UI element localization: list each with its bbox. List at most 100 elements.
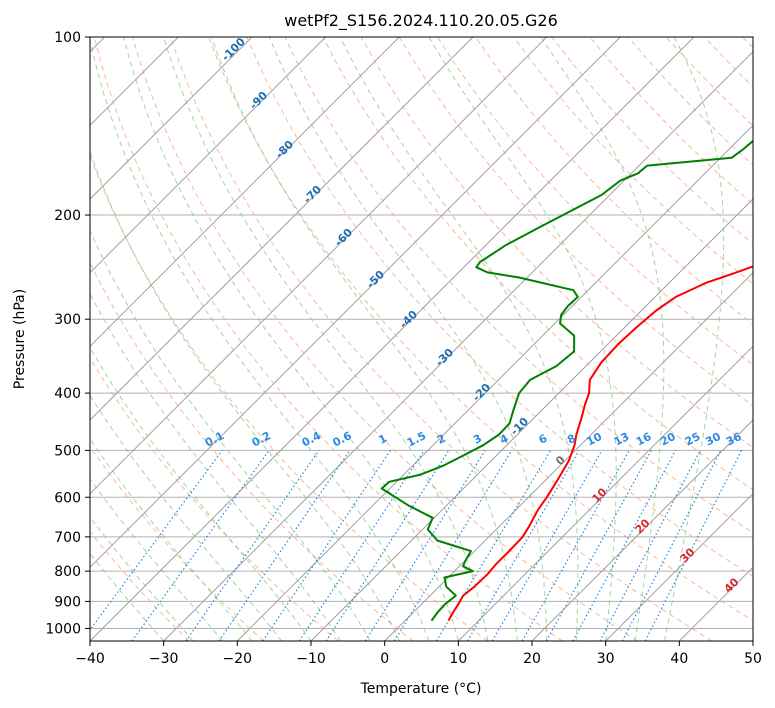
isotherm-line	[236, 124, 753, 641]
isotherm-line	[90, 37, 474, 421]
mixing-ratio-line	[491, 450, 603, 641]
moist-adiabat-line	[90, 552, 165, 641]
isotherm-line	[457, 345, 753, 641]
dry-adiabat-line	[246, 37, 753, 577]
mixing-ratio-label: 30	[703, 430, 723, 449]
moist-adiabat-line	[428, 37, 617, 641]
dry-adiabat-line	[90, 357, 339, 641]
dry-adiabat-line	[513, 37, 753, 285]
mixing-ratio-label: 16	[634, 430, 654, 449]
moist-adiabat-line	[90, 37, 430, 641]
isotherm-line	[90, 37, 327, 274]
isotherm-line	[90, 37, 548, 495]
sounding-series-line	[380, 139, 753, 622]
x-tick-label: 20	[523, 651, 541, 667]
isotherm-line	[90, 37, 253, 200]
x-tick-label: 50	[744, 651, 762, 667]
data-series	[380, 139, 753, 622]
dry-adiabat-label: -90	[247, 89, 270, 112]
moist-adiabat-line	[163, 37, 489, 641]
y-tick-label: 800	[54, 564, 81, 580]
dry-adiabat-line	[551, 37, 753, 245]
moist-adiabat-line	[90, 229, 371, 641]
dry-adiabat-line	[170, 37, 712, 641]
dry-adiabat-label: -80	[273, 138, 296, 161]
mixing-ratio-line	[599, 450, 701, 641]
isotherm-line	[605, 492, 753, 641]
mixing-ratio-label: 3	[471, 432, 484, 447]
dry-adiabat-line	[90, 261, 414, 641]
mixing-ratio-label: 20	[658, 430, 678, 449]
mixing-ratio-line	[572, 450, 677, 641]
dry-adiabat-label: 20	[633, 516, 653, 536]
moist-adiabat-line	[339, 37, 579, 641]
moist-adiabat-line	[90, 478, 223, 641]
moist-adiabat-line	[210, 37, 518, 641]
dry-adiabat-line	[90, 154, 488, 641]
dry-adiabat-label: -70	[301, 183, 324, 206]
moist-adiabat-line	[90, 516, 194, 641]
mixing-ratio-label: 2	[435, 432, 448, 447]
dry-adiabat-line	[398, 37, 753, 407]
dry-adiabat-line	[93, 37, 563, 641]
y-tick-label: 400	[54, 386, 81, 402]
mixing-ratio-line	[466, 450, 580, 641]
mixing-ratio-line	[185, 450, 320, 641]
chart-title: wetPf2_S156.2024.110.20.05.G26	[284, 11, 558, 31]
y-tick-label: 600	[54, 490, 81, 506]
isotherm-line	[752, 640, 753, 641]
dry-adiabat-line	[703, 37, 753, 88]
mixing-ratio-label: 1	[376, 432, 389, 447]
mixing-ratio-line	[393, 450, 513, 641]
x-tick-label: 0	[380, 651, 389, 667]
moist-adiabat-line	[664, 37, 725, 641]
mixing-ratio-line	[545, 450, 652, 641]
mixing-ratio-label: 25	[683, 430, 703, 449]
dry-adiabat-line	[436, 37, 753, 366]
dry-adiabat-label: -20	[470, 381, 493, 404]
x-tick-label: 40	[670, 651, 688, 667]
x-tick-label: −40	[75, 651, 105, 667]
y-tick-label: 300	[54, 312, 81, 328]
mixing-ratio-label: 0.4	[300, 429, 324, 450]
y-tick-label: 900	[54, 594, 81, 610]
isotherm-line	[90, 37, 695, 641]
moist-adiabat-line	[268, 37, 548, 641]
moist-adiabat-line	[90, 346, 312, 641]
y-axis-label: Pressure (hPa)	[12, 289, 28, 389]
moist-adiabat-line	[90, 394, 282, 641]
background-lines	[90, 37, 753, 641]
x-tick-label: −10	[296, 651, 326, 667]
x-tick-label: 30	[597, 651, 615, 667]
dry-adiabat-label: 40	[722, 575, 742, 595]
mixing-ratio-line	[262, 450, 391, 641]
isotherm-line	[678, 566, 753, 641]
mixing-ratio-label: 0.1	[203, 429, 226, 449]
x-tick-label: −20	[223, 651, 253, 667]
dry-adiabat-line	[90, 445, 264, 641]
dry-adiabat-label: 30	[678, 545, 698, 565]
x-tick-label: 10	[449, 651, 467, 667]
plot-frame	[89, 36, 754, 642]
mixing-ratio-label: 6	[537, 432, 550, 447]
sounding-series-line	[447, 265, 753, 622]
y-tick-label: 500	[54, 443, 81, 459]
mixing-ratio-label: 1.5	[405, 429, 428, 449]
mixing-ratio-label: 36	[724, 430, 744, 449]
mixing-ratio-label: 10	[584, 430, 604, 449]
y-tick-label: 700	[54, 530, 81, 546]
y-tick-label: 200	[54, 208, 81, 224]
y-tick-label: 1000	[45, 621, 81, 637]
mixing-ratio-line	[131, 450, 270, 641]
dry-adiabat-line	[208, 37, 753, 622]
dry-adiabat-label: -30	[433, 346, 456, 369]
dry-adiabat-label: -40	[397, 308, 420, 331]
x-axis-label: Temperature (°C)	[360, 681, 482, 697]
dry-adiabat-label: -60	[332, 226, 355, 249]
mixing-ratio-line	[521, 450, 630, 641]
line-labels: 0.1 0.2 0.4 0.6 1 1.5 2 3 4 6 8 10 13 16 20 25 30 36-100-…	[203, 35, 744, 596]
mixing-ratio-label: 0.6	[331, 429, 355, 450]
mixing-ratio-line	[364, 450, 486, 641]
x-tick-label: −30	[149, 651, 179, 667]
